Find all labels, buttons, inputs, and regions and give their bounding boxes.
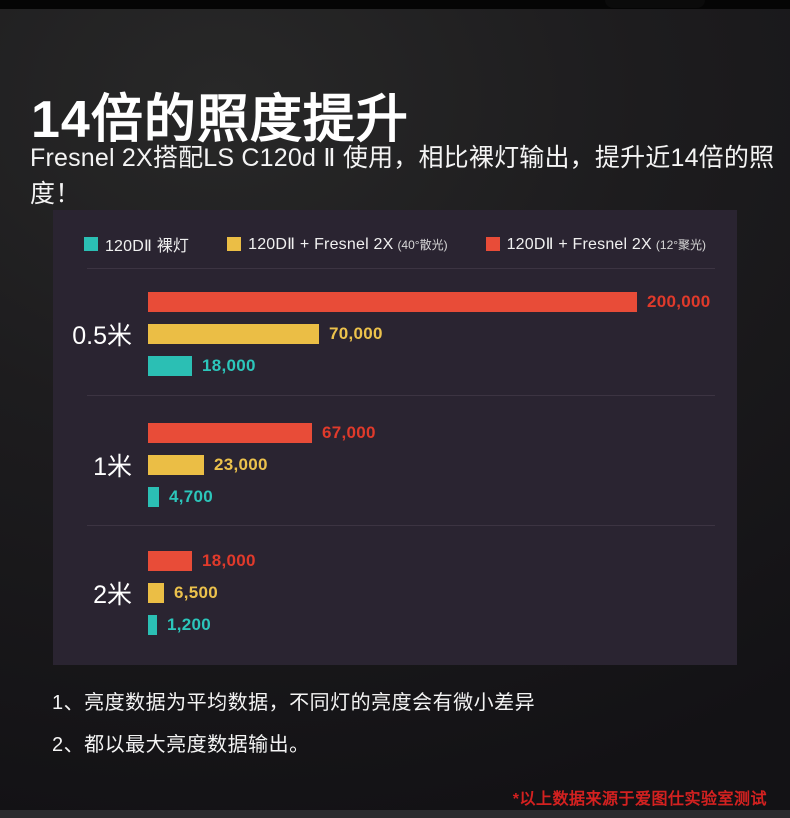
bar-group-1m: 1米 67,000 23,000 4,700 <box>53 396 737 525</box>
legend-item-bare-lamp: 120DⅡ 裸灯 <box>83 232 190 256</box>
bar-value-label: 4,700 <box>169 487 214 506</box>
bar-flood-yellow <box>148 324 319 344</box>
legend-swatch-yellow <box>227 237 242 251</box>
footnote-line-1: 1、亮度数据为平均数据，不同灯的亮度会有微小差异 <box>52 692 536 714</box>
bar-bare-teal <box>148 487 159 507</box>
bar-value-label: 18,000 <box>202 551 256 570</box>
bar-flood-yellow <box>148 583 164 603</box>
legend-item-fresnel-spot: 120DⅡ + Fresnel 2X (12°聚光) <box>485 234 707 254</box>
bar-value-label: 1,200 <box>167 615 212 634</box>
page-title: 14倍的照度提升 <box>31 90 409 149</box>
category-label: 0.5米 <box>72 322 132 350</box>
bar-row: 6,500 <box>148 583 737 603</box>
bar-row: 70,000 <box>148 324 737 344</box>
bar-spot-red <box>148 423 312 443</box>
bar-spot-red <box>148 292 637 312</box>
bar-value-label: 23,000 <box>214 455 268 474</box>
bar-group-2m: 2米 18,000 6,500 1,200 <box>53 526 737 635</box>
bar-value-label: 200,000 <box>647 292 711 311</box>
bottom-strip <box>0 810 790 818</box>
category-label: 1米 <box>93 453 132 481</box>
footnote-line-2: 2、都以最大亮度数据输出。 <box>52 734 310 756</box>
legend-label: 120DⅡ + Fresnel 2X <box>506 236 652 253</box>
legend-label: 120DⅡ + Fresnel 2X <box>248 236 394 253</box>
bar-row: 4,700 <box>148 487 737 507</box>
bar-bare-teal <box>148 615 157 635</box>
bar-flood-yellow <box>148 455 204 475</box>
bar-row: 18,000 <box>148 356 737 376</box>
legend-swatch-teal <box>83 237 98 251</box>
product-photo-edge <box>605 0 705 8</box>
group-divider <box>87 525 715 526</box>
bar-value-label: 70,000 <box>329 324 383 343</box>
chart-panel: 120DⅡ 裸灯 120DⅡ + Fresnel 2X (40°散光) 120D… <box>53 210 737 665</box>
category-label: 2米 <box>93 581 132 609</box>
legend-divider <box>87 268 715 269</box>
bar-rows: 18,000 6,500 1,200 <box>148 551 737 635</box>
chart-body: 0.5米 200,000 70,000 18,000 1米 <box>53 268 737 665</box>
bar-value-label: 67,000 <box>322 423 376 442</box>
bar-bare-teal <box>148 356 192 376</box>
bar-row: 67,000 <box>148 423 737 443</box>
bar-row: 18,000 <box>148 551 737 571</box>
bar-rows: 67,000 23,000 4,700 <box>148 423 737 507</box>
bar-value-label: 18,000 <box>202 356 256 375</box>
group-divider <box>87 395 715 396</box>
bar-value-label: 6,500 <box>174 583 219 602</box>
legend-label: 120DⅡ 裸灯 <box>104 238 190 255</box>
bar-row: 200,000 <box>148 292 737 312</box>
legend-swatch-red <box>485 237 500 251</box>
chart-legend: 120DⅡ 裸灯 120DⅡ + Fresnel 2X (40°散光) 120D… <box>53 232 737 256</box>
top-strip <box>0 0 790 9</box>
legend-item-fresnel-flood: 120DⅡ + Fresnel 2X (40°散光) <box>227 234 448 254</box>
source-note: *以上数据来源于爱图仕实验室测试 <box>512 791 767 808</box>
bar-rows: 200,000 70,000 18,000 <box>148 292 737 376</box>
legend-sublabel: (40°散光) <box>397 237 448 252</box>
bar-row: 1,200 <box>148 615 737 635</box>
bar-row: 23,000 <box>148 455 737 475</box>
bar-spot-red <box>148 551 192 571</box>
page-subtitle: Fresnel 2X搭配LS C120d Ⅱ 使用，相比裸灯输出，提升近14倍的… <box>30 144 775 208</box>
legend-sublabel: (12°聚光) <box>655 237 707 252</box>
bar-group-0.5m: 0.5米 200,000 70,000 18,000 <box>53 269 737 395</box>
